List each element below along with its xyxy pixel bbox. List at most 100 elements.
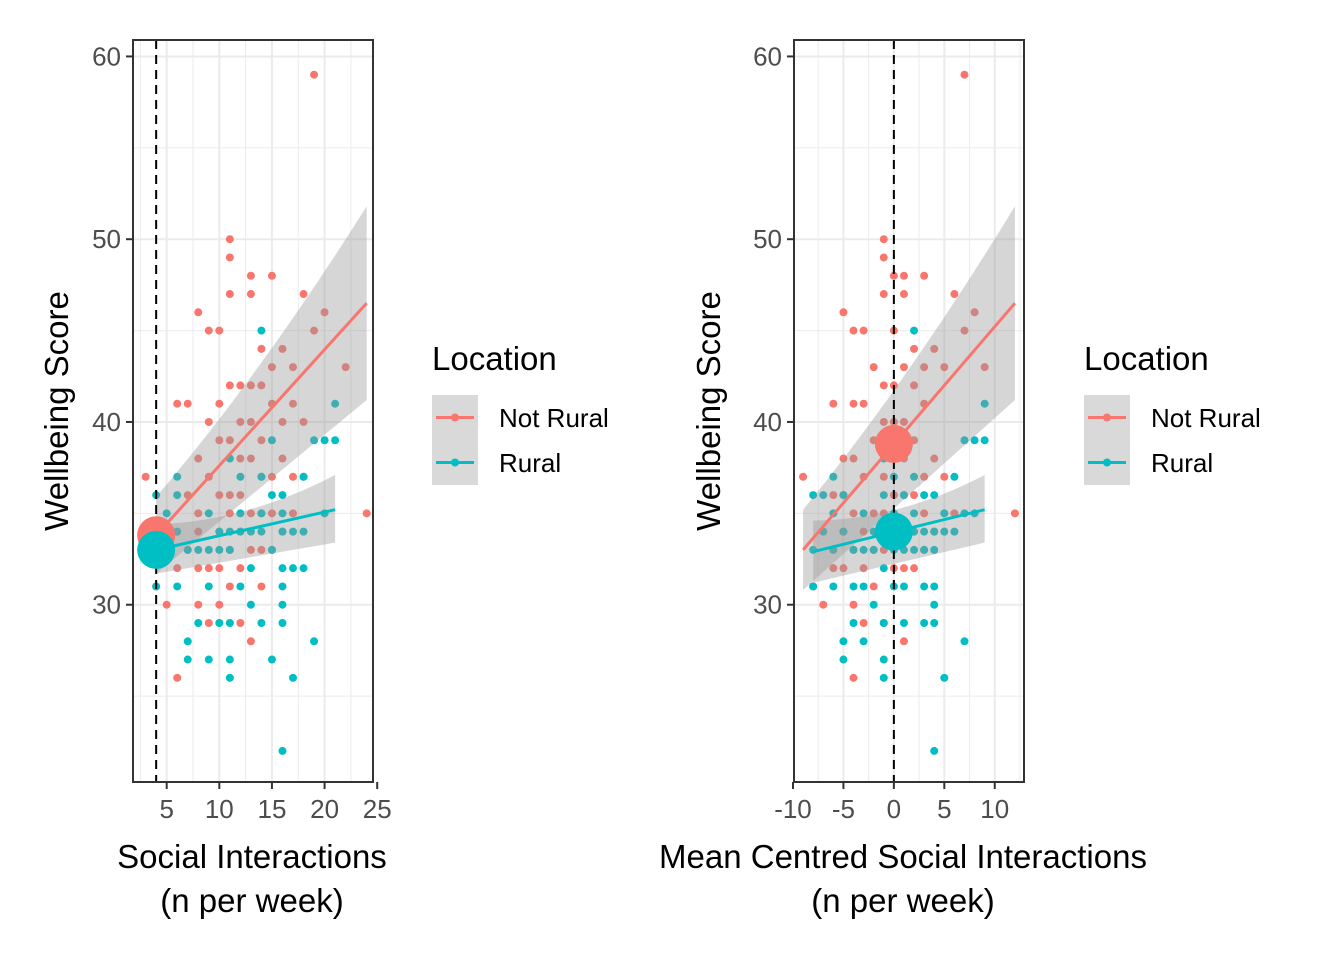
legend-title: Location (1084, 340, 1209, 377)
data-point (899, 491, 908, 500)
data-point (849, 600, 858, 609)
data-point (194, 527, 203, 536)
data-point (278, 600, 287, 609)
data-point (299, 290, 308, 299)
data-point (869, 363, 878, 372)
data-point (819, 600, 828, 609)
data-point (162, 600, 171, 609)
x-tick-label: 15 (257, 794, 286, 824)
data-point (899, 619, 908, 627)
legend: Location Not Rural Rural (432, 340, 609, 485)
data-point (859, 399, 868, 408)
legend-key-point (451, 458, 459, 467)
data-point (225, 582, 234, 591)
data-point (278, 417, 287, 426)
data-point (204, 582, 213, 591)
y-tick-label: 50 (92, 224, 121, 254)
data-point (331, 399, 340, 408)
data-point (204, 417, 213, 426)
data-point (829, 491, 838, 500)
data-point (859, 637, 868, 646)
data-point (257, 381, 266, 390)
data-point (910, 344, 919, 353)
data-point (879, 472, 888, 481)
data-point (879, 655, 888, 664)
y-tick-label: 60 (753, 41, 782, 71)
data-point (839, 527, 848, 536)
data-point (215, 399, 224, 408)
data-point (819, 491, 828, 500)
data-point (849, 673, 858, 682)
data-point (980, 399, 989, 408)
data-point (849, 545, 858, 554)
confidence-ribbon (803, 206, 1015, 591)
data-point (849, 326, 858, 335)
data-point (173, 491, 182, 500)
data-point (839, 564, 848, 573)
data-point (194, 545, 203, 554)
x-axis-title-line: (n per week) (811, 882, 994, 919)
data-point (910, 326, 919, 335)
data-point (920, 619, 929, 627)
series-not-rural-points (141, 70, 371, 682)
x-tick-label: 0 (887, 794, 901, 824)
x-tick-label: 5 (159, 794, 173, 824)
data-point (215, 527, 224, 536)
data-point (141, 472, 150, 481)
data-point (920, 509, 929, 518)
data-point (225, 491, 234, 500)
centroid-marker (874, 512, 913, 551)
data-point (278, 527, 287, 536)
data-point (204, 619, 213, 627)
data-point (950, 290, 959, 299)
data-point (246, 381, 255, 390)
data-point (310, 70, 319, 79)
centroid-marker (137, 530, 176, 569)
data-point (839, 637, 848, 646)
data-point (879, 564, 888, 573)
series-rural-points (152, 326, 340, 755)
data-point (267, 545, 276, 554)
data-point (215, 564, 224, 573)
data-point (204, 326, 213, 335)
plot-frame (793, 39, 1025, 783)
data-point (225, 619, 234, 627)
data-point (278, 509, 287, 518)
legend-item-label: Rural (499, 448, 561, 478)
data-point (289, 527, 297, 536)
data-point (829, 564, 838, 573)
data-point (920, 527, 929, 536)
data-point (960, 436, 969, 445)
data-point (246, 637, 255, 646)
data-point (299, 527, 308, 536)
data-point (879, 235, 888, 244)
data-point (879, 253, 888, 262)
data-point (257, 527, 266, 536)
x-tick-label: -10 (774, 794, 812, 824)
data-point (194, 600, 203, 609)
legend-item-label: Rural (1151, 448, 1213, 478)
legend-title: Location (432, 340, 557, 377)
data-point (849, 399, 858, 408)
x-tick-label: 20 (310, 794, 339, 824)
data-point (236, 417, 245, 426)
data-point (236, 564, 245, 573)
data-point (194, 454, 203, 463)
data-point (225, 673, 234, 682)
data-point (225, 655, 234, 664)
data-point (299, 472, 308, 481)
data-point (869, 600, 878, 609)
data-point (829, 472, 838, 481)
data-point (246, 454, 255, 463)
y-tick-label: 40 (753, 407, 782, 437)
data-point (257, 472, 266, 481)
legend-key-point (1103, 458, 1111, 467)
data-point (980, 363, 989, 372)
data-point (204, 655, 213, 664)
data-point (930, 491, 939, 500)
legend-key-point (451, 413, 459, 422)
data-point (299, 564, 308, 573)
data-point (257, 326, 266, 335)
data-point (920, 491, 929, 500)
